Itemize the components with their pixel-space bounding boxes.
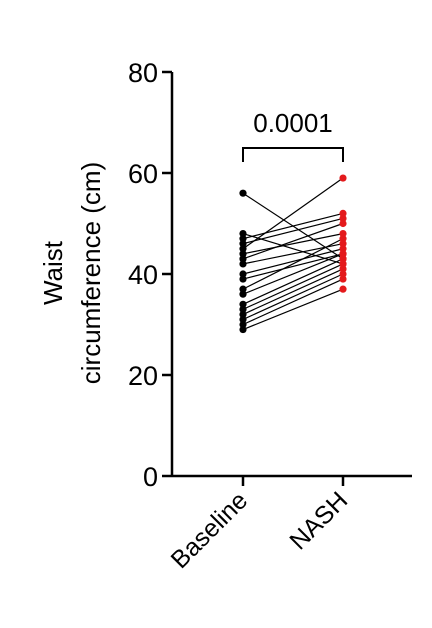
baseline-point (239, 315, 247, 324)
baseline-point (239, 325, 247, 334)
pair-line (242, 177, 344, 250)
bracket-line (242, 147, 344, 162)
pair-line (242, 233, 344, 255)
baseline-point (239, 305, 247, 313)
nash-point (339, 285, 347, 293)
pair-line (242, 253, 344, 295)
pair-line (242, 263, 344, 310)
pair-line (242, 212, 344, 240)
y-axis-title-line1: Waist (38, 240, 68, 305)
nash-point (339, 235, 347, 243)
y-tick-label: 20 (128, 361, 158, 391)
pair-line (242, 278, 344, 326)
pair-line (242, 253, 344, 280)
nash-point (339, 255, 347, 263)
nash-point (339, 275, 347, 283)
baseline-point (239, 189, 247, 197)
pair-line (242, 273, 344, 320)
data-points (239, 174, 347, 334)
significance-bracket: 0.0001 (242, 108, 344, 162)
x-tick-label-baseline: Baseline (166, 486, 254, 574)
nash-point (339, 270, 347, 278)
baseline-point (239, 260, 247, 268)
pair-line (242, 288, 344, 331)
baseline-point (239, 240, 247, 248)
baseline-point (239, 245, 247, 253)
y-ticks: 0 20 40 60 80 (128, 58, 172, 492)
nash-point (339, 219, 347, 228)
baseline-point (239, 290, 247, 298)
nash-point (339, 250, 347, 258)
nash-point (339, 209, 347, 217)
baseline-point (239, 275, 247, 283)
baseline-point (239, 285, 247, 293)
x-ticks: Baseline NASH (166, 476, 353, 574)
y-tick-label: 60 (128, 159, 158, 189)
y-axis-title-line2: circumference (cm) (76, 162, 106, 384)
baseline-point (239, 300, 247, 308)
paired-lines (242, 177, 344, 331)
nash-point (339, 214, 347, 223)
baseline-point (239, 235, 247, 243)
pair-line (242, 258, 344, 305)
nash-point (339, 245, 347, 253)
y-tick-label: 80 (128, 58, 158, 88)
baseline-point (239, 320, 247, 329)
pair-line (242, 222, 344, 260)
baseline-point (239, 255, 247, 263)
y-tick-label: 0 (143, 462, 158, 492)
nash-point (339, 240, 347, 248)
p-value-label: 0.0001 (253, 108, 333, 138)
pair-line (242, 268, 344, 315)
y-tick-label: 40 (128, 260, 158, 290)
nash-point (339, 174, 347, 182)
pair-line (242, 217, 344, 245)
x-tick-label-nash: NASH (284, 486, 353, 555)
pair-line (242, 248, 344, 275)
baseline-point (239, 230, 247, 238)
nash-point (339, 260, 347, 268)
baseline-point (239, 310, 247, 318)
nash-point (339, 265, 347, 273)
baseline-point (239, 270, 247, 278)
baseline-point (239, 250, 247, 258)
nash-point (339, 230, 347, 238)
pair-line (242, 238, 344, 290)
pair-line (242, 233, 344, 265)
